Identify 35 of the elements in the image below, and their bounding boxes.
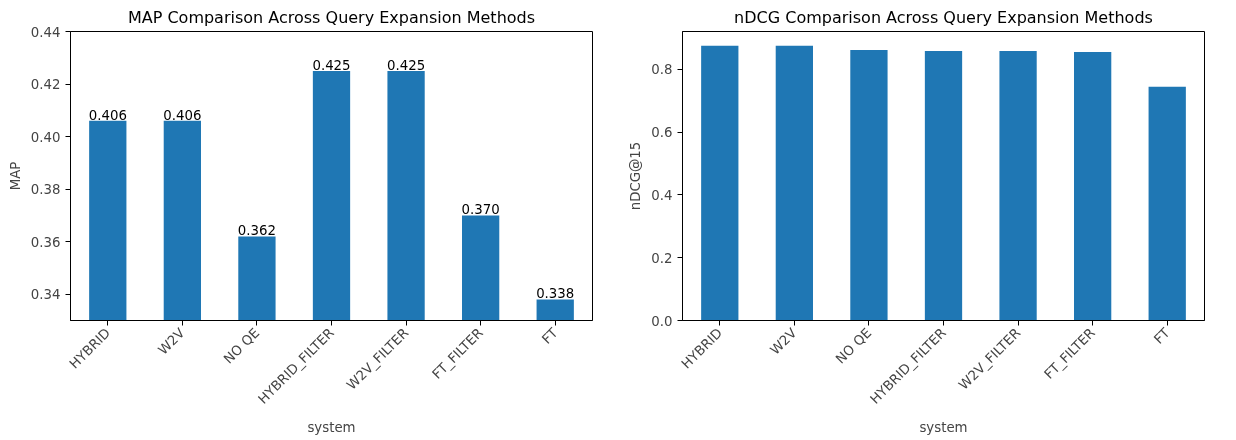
data-label: 0.425	[312, 57, 351, 73]
x-tick-label: FT	[538, 324, 562, 347]
x-tick-label: NO QE	[220, 325, 263, 367]
y-tick-label: 0.42	[30, 77, 61, 93]
data-label: 0.406	[88, 107, 127, 123]
x-tick-label: FT	[1150, 324, 1174, 347]
y-axis-title: nDCG@15	[628, 141, 644, 211]
y-tick-label: 0.6	[651, 125, 673, 141]
data-label: 0.338	[536, 286, 575, 302]
y-axis-title: MAP	[7, 161, 23, 191]
bar	[850, 50, 888, 321]
data-label: 0.406	[163, 107, 202, 123]
chart-title: nDCG Comparison Across Query Expansion Methods	[734, 7, 1153, 27]
y-tick-label: 0.44	[30, 24, 61, 40]
chart-title: MAP Comparison Across Query Expansion Methods	[127, 7, 536, 27]
y-tick-label: 0.36	[30, 234, 61, 250]
data-label: 0.370	[461, 202, 500, 218]
y-tick-label: 0.8	[651, 62, 673, 78]
bar	[1074, 51, 1112, 321]
y-tick-label: 0.34	[30, 287, 61, 303]
y-tick-label: 0.0	[651, 313, 673, 329]
y-tick-label: 0.40	[30, 129, 61, 145]
bar	[924, 50, 963, 321]
bar	[775, 45, 813, 321]
bar	[999, 50, 1037, 321]
x-axis-title: system	[307, 420, 356, 436]
bar	[1148, 86, 1186, 321]
y-tick-label: 0.4	[651, 187, 673, 203]
y-tick-label: 0.2	[651, 250, 673, 266]
bar	[701, 45, 739, 321]
data-label: 0.362	[237, 223, 277, 239]
y-tick-label: 0.38	[30, 182, 61, 198]
x-axis-title: system	[919, 420, 968, 436]
x-tick-label: NO QE	[832, 325, 875, 367]
data-label: 0.425	[386, 57, 426, 73]
